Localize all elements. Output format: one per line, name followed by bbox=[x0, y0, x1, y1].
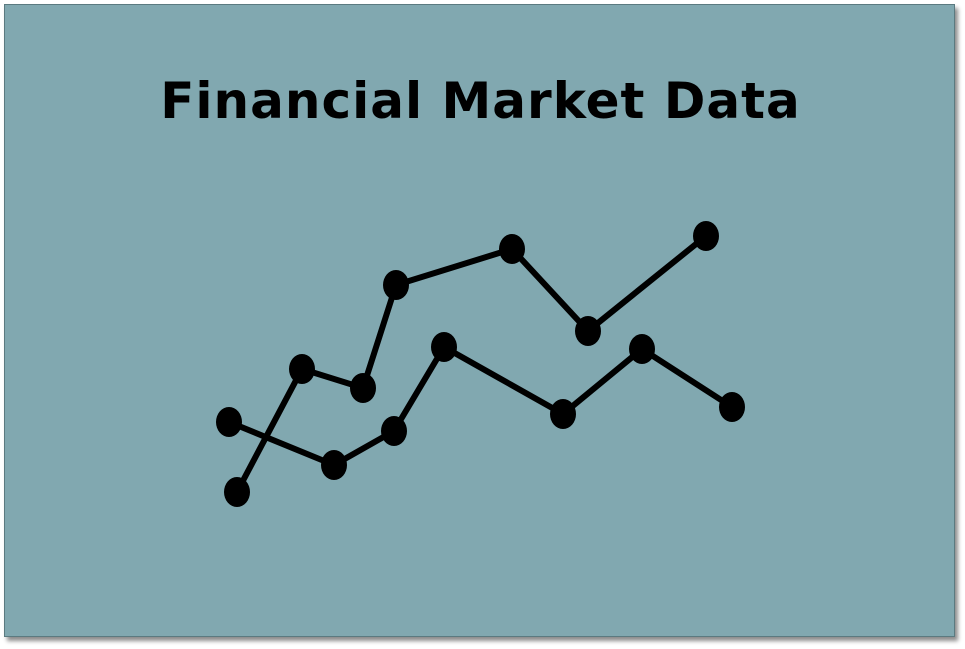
series-upper bbox=[224, 221, 719, 507]
series-upper-point bbox=[499, 234, 525, 264]
series-upper-point bbox=[224, 477, 250, 507]
series-lower-point bbox=[629, 334, 655, 364]
series-lower bbox=[216, 332, 745, 480]
series-lower-point bbox=[381, 416, 407, 446]
series-upper-point bbox=[289, 354, 315, 384]
slide-title: Financial Market Data bbox=[160, 72, 801, 130]
series-upper-point bbox=[575, 316, 601, 346]
line-chart-icon bbox=[216, 221, 745, 507]
slide-card: Financial Market Data bbox=[4, 4, 955, 637]
series-lower-point bbox=[431, 332, 457, 362]
series-upper-point bbox=[693, 221, 719, 251]
series-lower-point bbox=[321, 450, 347, 480]
series-lower-point bbox=[550, 399, 576, 429]
series-lower-point bbox=[216, 407, 242, 437]
series-lower-point bbox=[719, 392, 745, 422]
series-upper-point bbox=[383, 270, 409, 300]
series-upper-point bbox=[350, 373, 376, 403]
